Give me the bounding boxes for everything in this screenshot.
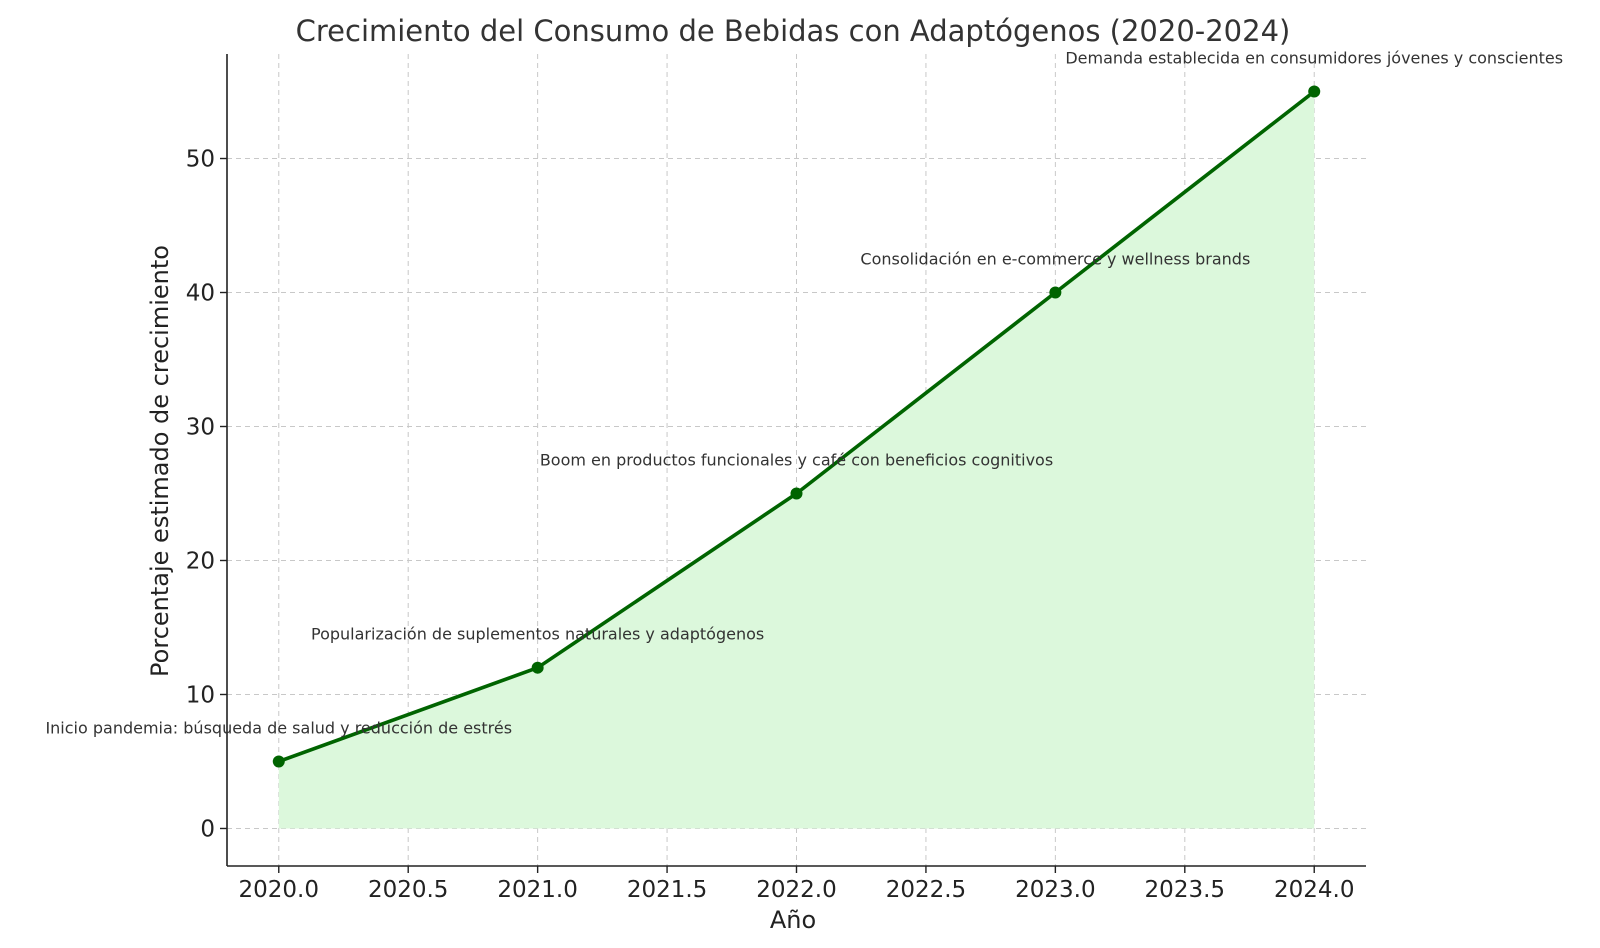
x-tick-label-2: 2021.0 — [497, 877, 577, 903]
data-point-3 — [1049, 286, 1062, 299]
x-tick-label-0: 2020.0 — [239, 877, 319, 903]
annotation-2: Boom en productos funcionales y café con… — [540, 450, 1053, 469]
data-point-4 — [1308, 85, 1321, 98]
y-tick-label-4: 40 — [186, 281, 215, 307]
y-tick-label-0: 0 — [200, 816, 215, 842]
y-tick-label-1: 10 — [186, 682, 215, 708]
y-tick-label-5: 50 — [186, 147, 215, 173]
x-axis-ticks: 2020.0 2020.5 2021.0 2021.5 2022.0 2022.5 2023… — [239, 866, 1354, 903]
annotations: Inicio pandemia: búsqueda de salud y red… — [45, 49, 1563, 738]
chart-title: Crecimiento del Consumo de Bebidas con A… — [296, 14, 1291, 48]
annotation-0: Inicio pandemia: búsqueda de salud y red… — [45, 718, 512, 737]
annotation-3: Consolidación en e-commerce y wellness b… — [860, 250, 1250, 269]
area-fill — [278, 91, 1315, 829]
y-tick-label-3: 30 — [186, 415, 215, 441]
data-point-0 — [272, 755, 285, 768]
y-tick-label-2: 20 — [186, 548, 215, 574]
x-tick-label-7: 2023.5 — [1145, 877, 1225, 903]
x-axis-label: Año — [770, 906, 816, 934]
data-points — [272, 85, 1321, 768]
x-tick-label-1: 2020.5 — [368, 877, 448, 903]
x-tick-label-8: 2024.0 — [1274, 877, 1354, 903]
data-point-2 — [790, 487, 803, 500]
x-tick-label-4: 2022.0 — [756, 877, 836, 903]
annotation-4: Demanda establecida en consumidores jóve… — [1065, 49, 1563, 68]
x-tick-label-5: 2022.5 — [886, 877, 966, 903]
y-axis-label: Porcentaje estimado de crecimiento — [146, 245, 174, 677]
x-tick-label-6: 2023.0 — [1015, 877, 1095, 903]
annotation-1: Popularización de suplementos naturales … — [311, 625, 764, 644]
y-axis-ticks: 0 10 20 30 40 50 — [186, 147, 227, 842]
data-point-1 — [531, 661, 544, 674]
x-tick-label-3: 2021.5 — [627, 877, 707, 903]
